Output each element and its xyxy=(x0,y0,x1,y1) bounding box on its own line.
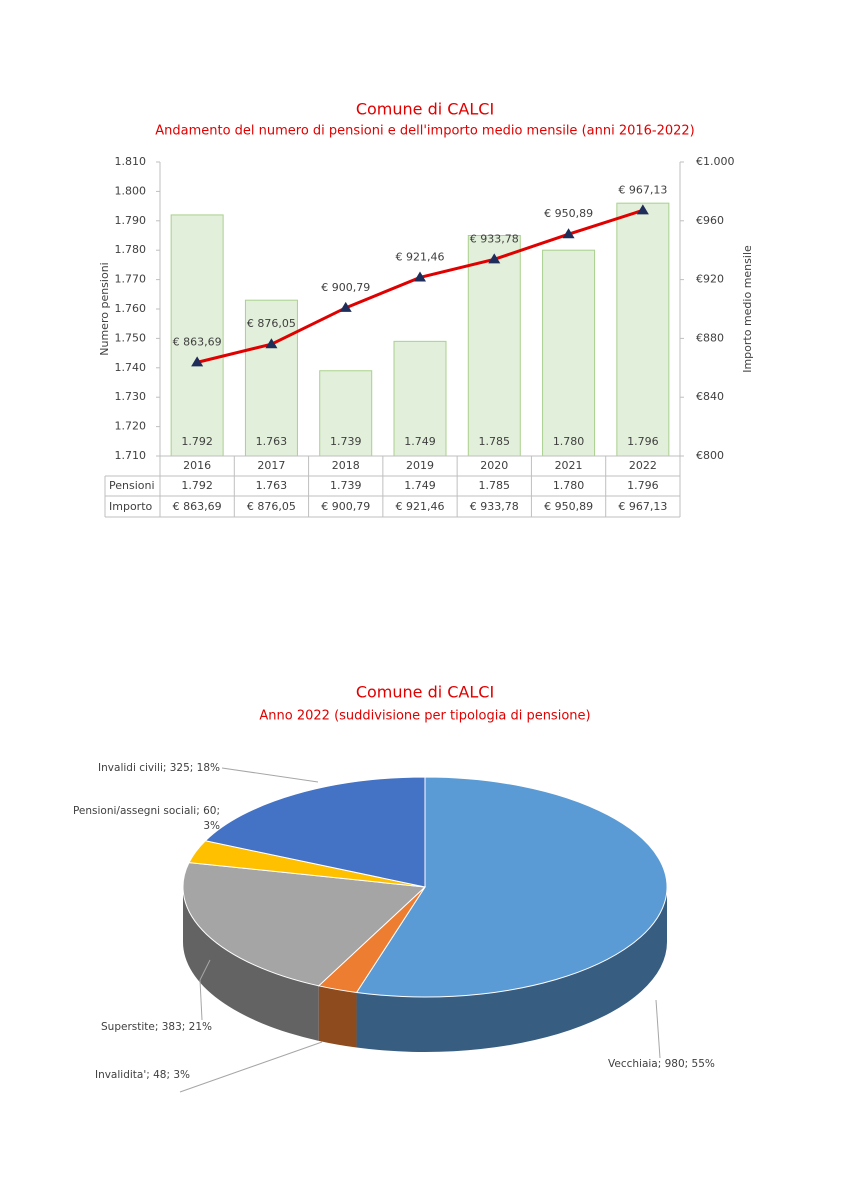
table-cell: 1.780 xyxy=(553,479,585,492)
line-marker xyxy=(636,204,649,215)
table-cell: € 950,89 xyxy=(544,500,593,513)
bar-label: 1.796 xyxy=(627,435,659,448)
bar xyxy=(542,249,596,457)
leader-line xyxy=(655,999,661,1059)
line-marker xyxy=(414,271,426,282)
table-cell: 1.763 xyxy=(256,479,288,492)
y2-tick-label: €920 xyxy=(696,273,724,286)
bar-label: 1.785 xyxy=(479,435,511,448)
x-tick-label: 2022 xyxy=(629,459,657,472)
table-cell: € 876,05 xyxy=(247,500,296,513)
x-tick-label: 2020 xyxy=(480,459,508,472)
line-label: € 876,05 xyxy=(247,317,296,330)
y2-tick-label: €800 xyxy=(696,449,724,462)
bar xyxy=(467,235,521,457)
pie-label: Invalidi civili; 325; 18% xyxy=(98,762,220,774)
bar xyxy=(319,370,373,457)
table-row-header: Importo xyxy=(109,500,153,513)
x-tick-label: 2018 xyxy=(332,459,360,472)
pie-label: Invalidita'; 48; 3% xyxy=(94,1069,190,1081)
line-marker xyxy=(339,301,352,312)
x-tick-label: 2019 xyxy=(406,459,434,472)
y-axis-label: Numero pensioni xyxy=(98,262,111,355)
bar xyxy=(244,299,298,457)
bar xyxy=(393,340,447,457)
pie-label: Pensioni/assegni sociali; 60; 3% xyxy=(72,805,220,832)
table-cell: 1.785 xyxy=(479,479,511,492)
table-cell: € 967,13 xyxy=(618,500,667,513)
pie-side xyxy=(356,887,667,1053)
line-marker xyxy=(265,338,278,349)
leader-line xyxy=(179,1041,323,1093)
leader-line xyxy=(199,959,211,1021)
y-tick-label: 1.760 xyxy=(115,302,147,315)
line-label: € 950,89 xyxy=(544,207,593,220)
table-cell: 1.749 xyxy=(404,479,436,492)
y-tick-label: 1.740 xyxy=(115,361,147,374)
chart-title: Comune di CALCI xyxy=(356,100,494,119)
table-cell: 1.796 xyxy=(627,479,659,492)
bar-label: 1.792 xyxy=(181,435,213,448)
x-tick-label: 2016 xyxy=(183,459,211,472)
pie-slice xyxy=(204,776,426,888)
table-cell: € 933,78 xyxy=(470,500,519,513)
y2-tick-label: €880 xyxy=(696,331,724,344)
bar xyxy=(616,202,670,457)
chart-title: Comune di CALCI xyxy=(356,683,494,702)
table-cell: € 921,46 xyxy=(396,500,445,513)
line-label: € 900,79 xyxy=(321,281,370,294)
line-marker xyxy=(562,228,575,239)
pie-label: Superstite; 383; 21% xyxy=(101,1021,212,1033)
y-tick-label: 1.810 xyxy=(115,155,147,168)
y-tick-label: 1.710 xyxy=(115,449,147,462)
line-label: € 933,78 xyxy=(470,232,519,245)
line-marker xyxy=(488,253,501,264)
pie-slice xyxy=(182,862,427,987)
x-tick-label: 2017 xyxy=(257,459,285,472)
line-label: € 921,46 xyxy=(396,250,445,263)
bar-label: 1.780 xyxy=(553,435,585,448)
y-tick-label: 1.790 xyxy=(115,214,147,227)
y-tick-label: 1.780 xyxy=(115,243,147,256)
y-tick-label: 1.750 xyxy=(115,331,147,344)
y2-axis-label: Importo medio mensile xyxy=(741,245,754,373)
bar-label: 1.749 xyxy=(404,435,436,448)
y-tick-label: 1.800 xyxy=(115,184,147,197)
pie-side xyxy=(318,985,357,1048)
y-tick-label: 1.720 xyxy=(115,420,147,433)
line-label: € 967,13 xyxy=(618,183,667,196)
table-cell: € 863,69 xyxy=(173,500,222,513)
y2-tick-label: €1.000 xyxy=(696,155,735,168)
y-tick-label: 1.730 xyxy=(115,390,147,403)
table-cell: 1.792 xyxy=(181,479,213,492)
table-cell: € 900,79 xyxy=(321,500,370,513)
line-label: € 863,69 xyxy=(173,335,222,348)
pie-label: Vecchiaia; 980; 55% xyxy=(608,1058,715,1070)
y-tick-label: 1.770 xyxy=(115,273,147,286)
bar-label: 1.763 xyxy=(256,435,288,448)
table-cell: 1.739 xyxy=(330,479,362,492)
y2-tick-label: €960 xyxy=(696,214,724,227)
table-row-header: Pensioni xyxy=(109,479,155,492)
y2-tick-label: €840 xyxy=(696,390,724,403)
x-tick-label: 2021 xyxy=(555,459,583,472)
bar-label: 1.739 xyxy=(330,435,362,448)
line-marker xyxy=(191,356,204,367)
pie-slice xyxy=(355,776,668,998)
chart-subtitle: Anno 2022 (suddivisione per tipologia di… xyxy=(259,709,590,724)
chart-subtitle: Andamento del numero di pensioni e dell'… xyxy=(155,124,695,139)
leader-line xyxy=(221,767,319,783)
bar xyxy=(170,214,224,457)
